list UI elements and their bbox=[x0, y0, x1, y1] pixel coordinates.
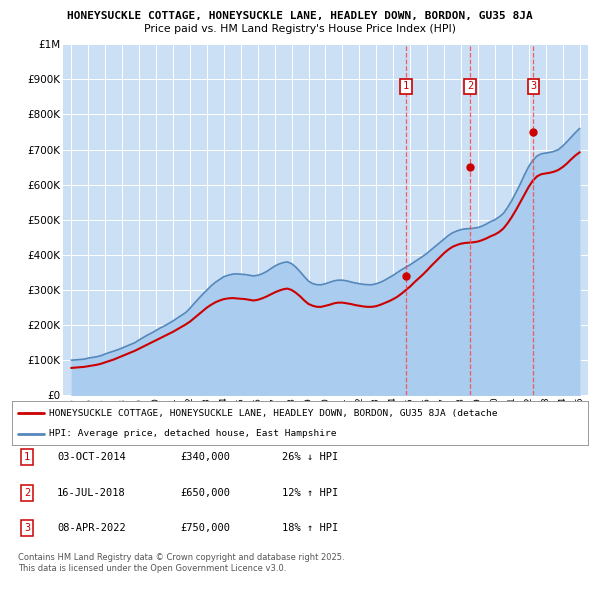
Text: HONEYSUCKLE COTTAGE, HONEYSUCKLE LANE, HEADLEY DOWN, BORDON, GU35 8JA: HONEYSUCKLE COTTAGE, HONEYSUCKLE LANE, H… bbox=[67, 11, 533, 21]
Text: 16-JUL-2018: 16-JUL-2018 bbox=[57, 488, 126, 497]
Text: 2: 2 bbox=[467, 81, 473, 91]
Text: 26% ↓ HPI: 26% ↓ HPI bbox=[282, 453, 338, 462]
Text: 1: 1 bbox=[403, 81, 409, 91]
Text: This data is licensed under the Open Government Licence v3.0.: This data is licensed under the Open Gov… bbox=[18, 565, 286, 573]
Text: 3: 3 bbox=[24, 523, 30, 533]
Text: 12% ↑ HPI: 12% ↑ HPI bbox=[282, 488, 338, 497]
Text: 1: 1 bbox=[24, 453, 30, 462]
Text: £650,000: £650,000 bbox=[180, 488, 230, 497]
Text: HONEYSUCKLE COTTAGE, HONEYSUCKLE LANE, HEADLEY DOWN, BORDON, GU35 8JA (detache: HONEYSUCKLE COTTAGE, HONEYSUCKLE LANE, H… bbox=[49, 409, 498, 418]
Text: 08-APR-2022: 08-APR-2022 bbox=[57, 523, 126, 533]
Text: HPI: Average price, detached house, East Hampshire: HPI: Average price, detached house, East… bbox=[49, 429, 337, 438]
Text: 3: 3 bbox=[530, 81, 536, 91]
Text: 18% ↑ HPI: 18% ↑ HPI bbox=[282, 523, 338, 533]
Text: £750,000: £750,000 bbox=[180, 523, 230, 533]
Text: Contains HM Land Registry data © Crown copyright and database right 2025.: Contains HM Land Registry data © Crown c… bbox=[18, 553, 344, 562]
Text: 2: 2 bbox=[24, 488, 30, 497]
Text: 03-OCT-2014: 03-OCT-2014 bbox=[57, 453, 126, 462]
Text: Price paid vs. HM Land Registry's House Price Index (HPI): Price paid vs. HM Land Registry's House … bbox=[144, 24, 456, 34]
Text: £340,000: £340,000 bbox=[180, 453, 230, 462]
